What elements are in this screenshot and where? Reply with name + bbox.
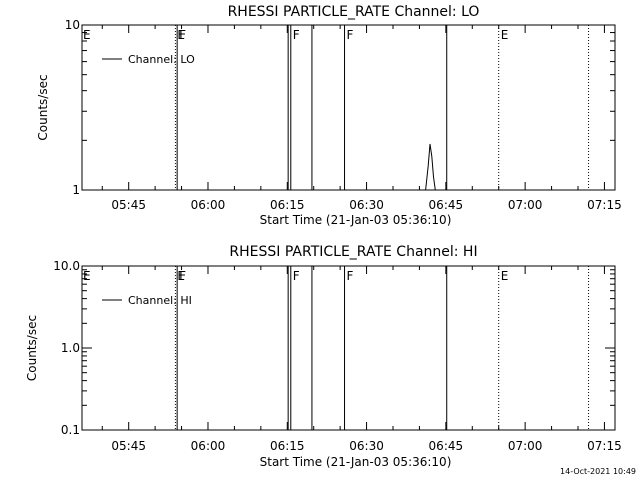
plot-frame — [81, 24, 616, 191]
x-tick-label: 07:00 — [508, 439, 543, 453]
x-tick-label: 06:30 — [349, 198, 384, 212]
x-tick-label: 06:30 — [349, 439, 384, 453]
panel-hi: RHESSI PARTICLE_RATE Channel: HI Start Ti… — [25, 244, 622, 469]
event-marker-label: E — [501, 269, 509, 283]
x-tick-label: 06:15 — [270, 198, 305, 212]
y-tick-label: 1.0 — [61, 341, 80, 355]
x-tick-label: 06:15 — [270, 439, 305, 453]
y-tick-label: 0.1 — [61, 423, 80, 437]
left-edge-label: E — [83, 28, 91, 42]
chart-title: RHESSI PARTICLE_RATE Channel: HI — [229, 244, 477, 260]
event-marker-label: F — [347, 28, 354, 42]
event-marker-label: F — [347, 269, 354, 283]
x-axis-label: Start Time (21-Jan-03 05:36:10) — [260, 213, 452, 227]
y-axis-label: Counts/sec — [36, 74, 50, 140]
event-marker-label: E — [177, 28, 185, 42]
series-line — [425, 143, 436, 191]
panel-lo: RHESSI PARTICLE_RATE Channel: LO Start Ti… — [36, 4, 622, 227]
event-marker-label: F — [179, 28, 186, 42]
event-marker-label: F — [293, 28, 300, 42]
footer-timestamp: 14-Oct-2021 10:49 — [560, 467, 636, 476]
x-tick-label: 05:45 — [111, 198, 146, 212]
legend-label: Channel: HI — [128, 294, 192, 307]
y-axis-label: Counts/sec — [25, 315, 39, 381]
left-edge-label: E — [83, 269, 91, 283]
y-tick-label: 1 — [72, 183, 80, 197]
x-tick-label: 06:00 — [191, 198, 226, 212]
plot-frame — [81, 265, 616, 431]
event-marker-label: F — [179, 269, 186, 283]
y-tick-label: 10 — [65, 18, 80, 32]
x-tick-label: 05:45 — [111, 439, 146, 453]
x-tick-label: 06:00 — [191, 439, 226, 453]
event-marker-label: E — [501, 28, 509, 42]
x-tick-label: 07:15 — [587, 439, 622, 453]
event-marker-label: E — [177, 269, 185, 283]
y-tick-label: 10.0 — [53, 259, 80, 273]
x-tick-label: 07:00 — [508, 198, 543, 212]
x-axis-label: Start Time (21-Jan-03 05:36:10) — [260, 455, 452, 469]
x-tick-label: 06:45 — [429, 439, 464, 453]
legend-label: Channel: LO — [128, 53, 195, 66]
event-marker-label: F — [293, 269, 300, 283]
chart-title: RHESSI PARTICLE_RATE Channel: LO — [228, 4, 480, 20]
x-tick-label: 06:45 — [429, 198, 464, 212]
x-tick-label: 07:15 — [587, 198, 622, 212]
